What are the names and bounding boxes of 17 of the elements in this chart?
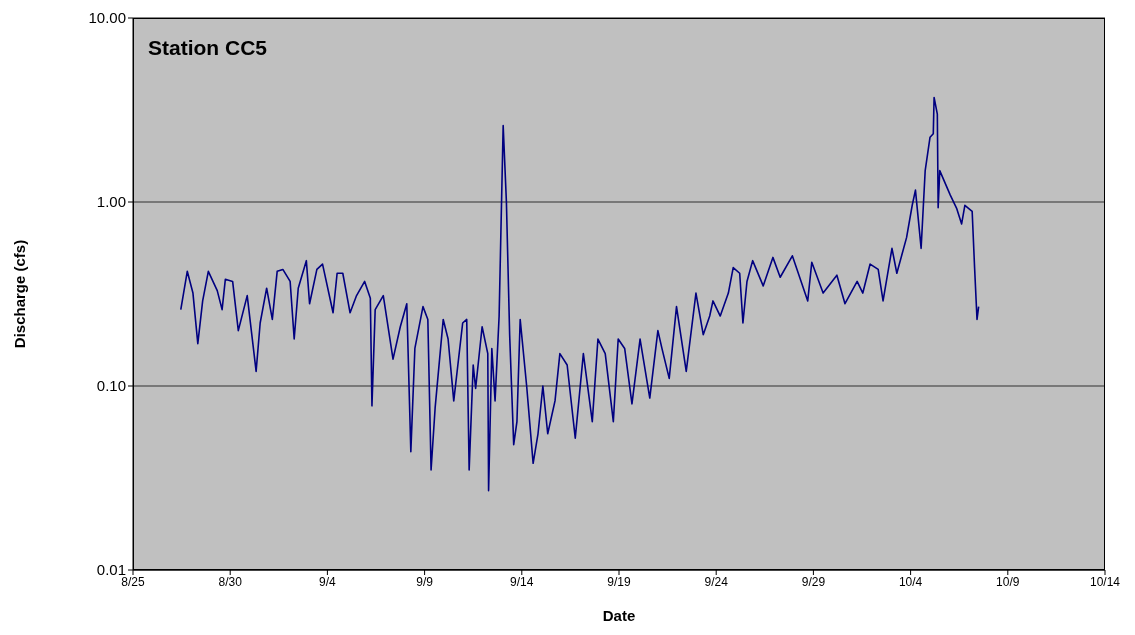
x-tick-label: 10/9 bbox=[996, 574, 1020, 589]
x-tick-label: 10/14 bbox=[1089, 574, 1121, 589]
x-tick-label: 10/4 bbox=[898, 574, 923, 589]
text: Station CC5 bbox=[148, 36, 268, 60]
x-axis-title: Date bbox=[602, 607, 636, 624]
x-tick-label: 9/24 bbox=[704, 574, 729, 589]
x-tick-label: 9/14 bbox=[510, 574, 534, 589]
x-tick-label: 8/25 bbox=[121, 574, 145, 589]
x-tick-label: 9/29 bbox=[801, 574, 826, 589]
y-axis-title: Discharge (cfs) bbox=[11, 239, 29, 349]
x-tick-label: 8/30 bbox=[218, 574, 243, 589]
x-tick-label: 9/9 bbox=[416, 574, 434, 589]
x-tick-label: 9/19 bbox=[607, 574, 631, 589]
y-tick-label: 10.00 bbox=[88, 9, 126, 27]
x-tick-label: 9/4 bbox=[319, 574, 337, 589]
y-tick-label: 0.10 bbox=[96, 377, 126, 395]
y-tick-label: 1.00 bbox=[96, 193, 126, 211]
